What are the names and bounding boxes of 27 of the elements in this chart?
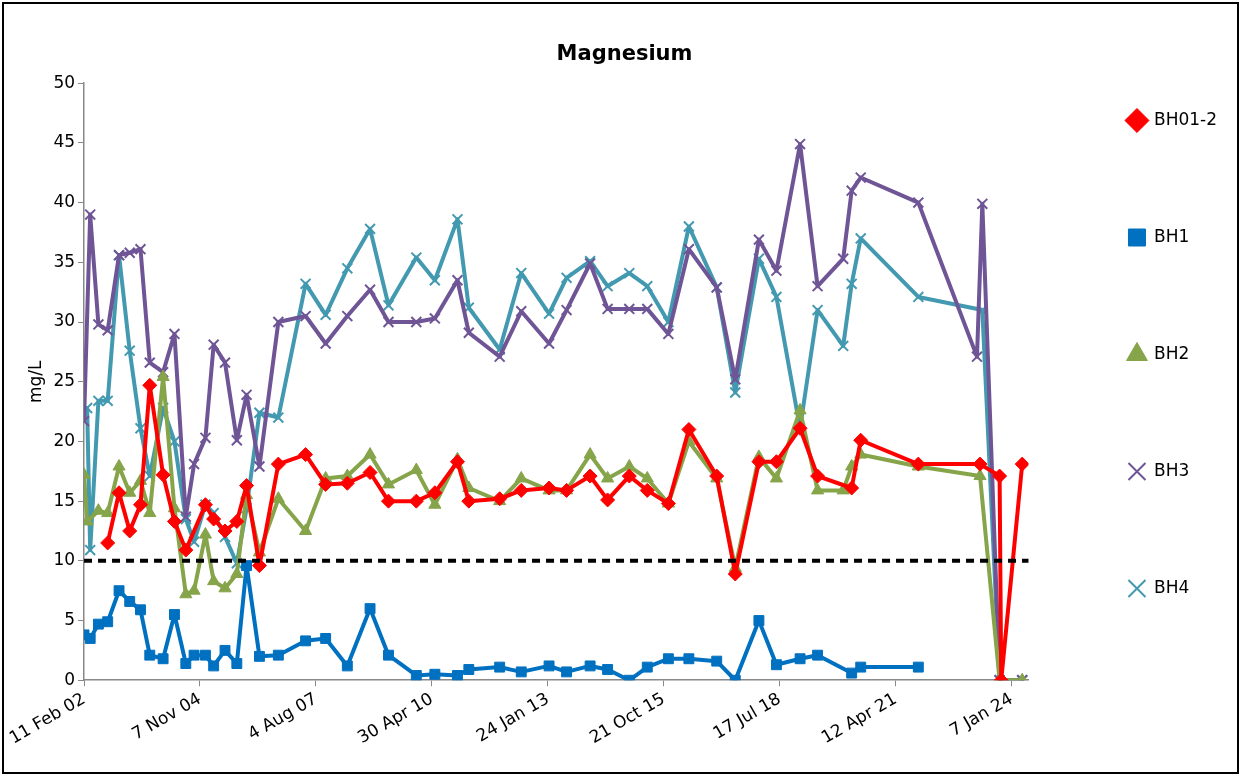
legend-label: BH4 [1153, 576, 1190, 597]
y-axis-title: mg/L [24, 359, 45, 404]
y-tick-label: 25 [53, 370, 76, 391]
y-tick-label: 15 [53, 489, 76, 510]
y-tick-label: 10 [53, 549, 76, 570]
y-tick-label: 5 [64, 608, 76, 629]
legend-label: BH2 [1153, 342, 1190, 363]
y-tick-label: 35 [53, 250, 76, 271]
chart-title: Magnesium [556, 41, 693, 66]
y-tick-label: 50 [53, 71, 76, 92]
legend-label: BH3 [1153, 459, 1190, 480]
y-tick-label: 0 [64, 668, 76, 689]
x-tick-label: 30 Apr 10 [353, 688, 437, 748]
x-tick-label: 12 Apr 21 [817, 688, 900, 748]
x-tick-label: 7 Nov 04 [128, 688, 205, 744]
y-tick-label: 40 [53, 191, 76, 212]
x-tick-label: 11 Feb 02 [5, 688, 89, 748]
legend-label: BH01-2 [1153, 108, 1217, 129]
x-tick-label: 4 Aug 07 [243, 688, 321, 744]
x-tick-label: 17 Jul 18 [709, 688, 784, 743]
legend-label: BH1 [1153, 225, 1190, 246]
x-tick-label: 7 Jan 24 [945, 688, 1016, 741]
y-tick-label: 30 [53, 310, 76, 331]
y-tick-label: 20 [53, 429, 76, 450]
x-tick-label: 24 Jan 13 [472, 688, 552, 746]
x-tick-label: 21 Oct 15 [585, 688, 668, 748]
y-tick-label: 45 [53, 131, 76, 152]
